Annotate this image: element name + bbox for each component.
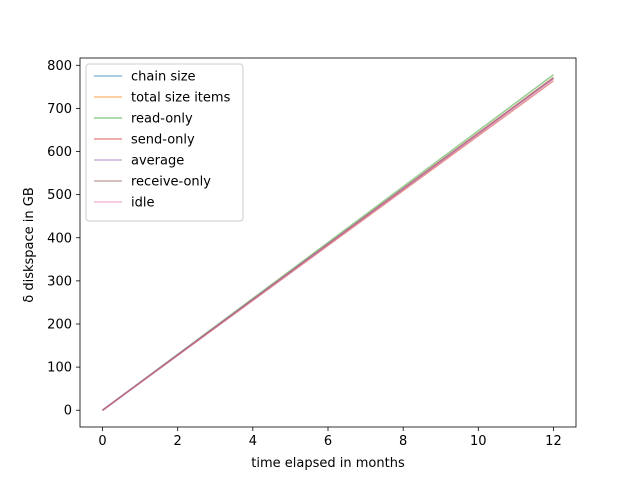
x-tick-label: 8 bbox=[399, 434, 407, 449]
y-axis-ticks: 0 100 200 300 400 500 600 700 800 bbox=[47, 59, 80, 419]
legend-label: read-only bbox=[131, 112, 193, 127]
y-tick-label: 400 bbox=[47, 231, 72, 246]
x-tick-label: 10 bbox=[470, 434, 487, 449]
legend-box bbox=[85, 63, 244, 222]
x-tick-label: 2 bbox=[174, 434, 182, 449]
y-axis-label: δ diskspace in GB bbox=[22, 187, 37, 303]
y-tick-label: 600 bbox=[47, 145, 72, 160]
legend-label: send-only bbox=[131, 133, 195, 148]
x-tick-label: 12 bbox=[545, 434, 562, 449]
legend-label: receive-only bbox=[131, 175, 211, 190]
series-line-idle bbox=[102, 78, 554, 411]
x-tick-label: 6 bbox=[324, 434, 332, 449]
x-tick-label: 4 bbox=[249, 434, 257, 449]
x-axis-label: time elapsed in months bbox=[251, 456, 405, 471]
legend-label: average bbox=[131, 154, 184, 169]
y-tick-label: 0 bbox=[64, 404, 72, 419]
y-tick-label: 700 bbox=[47, 102, 72, 117]
x-tick-label: 0 bbox=[98, 434, 106, 449]
y-tick-label: 100 bbox=[47, 361, 72, 376]
legend-label: total size items bbox=[131, 91, 231, 106]
legend-label: chain size bbox=[131, 70, 196, 85]
x-axis-ticks: 0 2 4 6 8 10 12 bbox=[98, 427, 562, 449]
y-tick-label: 500 bbox=[47, 188, 72, 203]
y-tick-label: 300 bbox=[47, 274, 72, 289]
y-tick-label: 200 bbox=[47, 317, 72, 332]
legend-label: idle bbox=[131, 196, 154, 211]
y-tick-label: 800 bbox=[47, 59, 72, 74]
legend: chain size total size items read-only send-… bbox=[85, 63, 244, 222]
